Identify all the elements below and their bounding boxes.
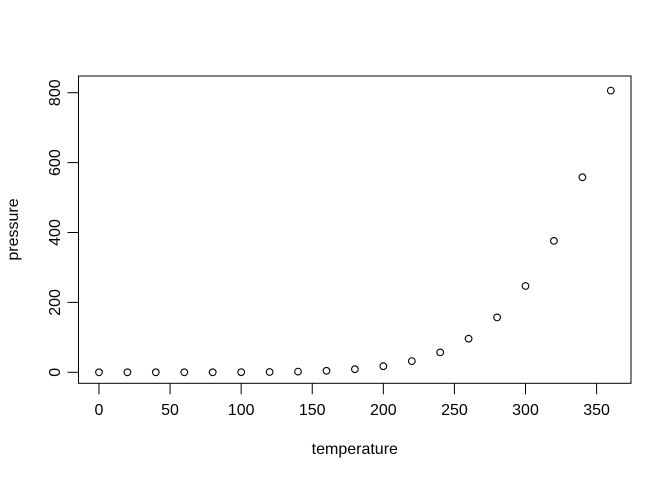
x-axis-tick-label: 200 [370, 402, 397, 419]
x-axis-tick-label: 250 [441, 402, 468, 419]
plot-area: 0 50 100 150 200 250 300 350 0 200 400 600 800 [47, 75, 632, 419]
data-point [180, 368, 189, 377]
data-point [265, 368, 274, 376]
x-axis-tick-label: 100 [228, 402, 255, 419]
data-point [151, 368, 160, 377]
data-point [436, 348, 445, 357]
data-point [379, 362, 388, 371]
x-axis-title: temperature [312, 441, 398, 458]
x-axis-tick-label: 150 [299, 402, 326, 419]
y-axis-tick-label: 0 [47, 368, 64, 377]
plot-box [78, 75, 632, 384]
data-point [350, 365, 359, 374]
x-axis-tick-label: 350 [583, 402, 610, 419]
x-axis-tick-label: 50 [161, 402, 179, 419]
data-point [493, 313, 501, 322]
data-point [407, 357, 416, 365]
data-point [606, 86, 615, 95]
y-axis-tick-label: 200 [47, 289, 64, 316]
data-point [550, 236, 558, 245]
data-point [578, 173, 587, 182]
data-point [95, 368, 103, 377]
data-point [294, 367, 302, 376]
data-point [123, 368, 132, 377]
data-point [464, 334, 473, 343]
y-axis-title: pressure [5, 198, 22, 260]
x-axis-tick-label: 0 [95, 402, 104, 419]
data-point [322, 366, 331, 375]
data-point [521, 282, 530, 290]
data-point [237, 368, 246, 377]
x-axis-tick-label: 300 [512, 402, 539, 419]
y-axis-tick-label: 800 [47, 79, 64, 106]
y-axis-tick-label: 600 [47, 149, 64, 176]
y-axis-tick-label: 400 [47, 219, 64, 246]
data-point [208, 368, 217, 377]
